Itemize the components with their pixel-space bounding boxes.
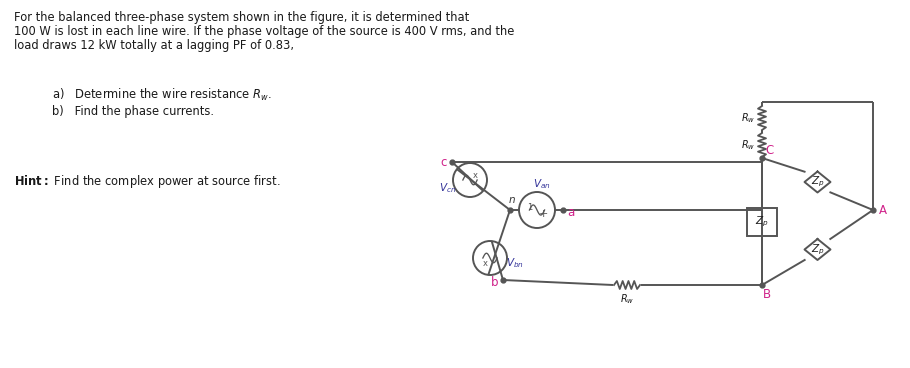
Text: $V_{bn}$: $V_{bn}$	[506, 256, 524, 270]
Text: 100 W is lost in each line wire. If the phase voltage of the source is 400 V rms: 100 W is lost in each line wire. If the …	[14, 25, 514, 38]
Text: $Z_p$: $Z_p$	[811, 175, 824, 189]
Text: $R_w$: $R_w$	[741, 111, 755, 125]
Text: A: A	[879, 204, 887, 216]
Text: $R_w$: $R_w$	[741, 138, 755, 152]
Text: 1: 1	[528, 204, 532, 212]
Text: n: n	[509, 195, 515, 205]
Text: $V_{cn}$: $V_{cn}$	[440, 181, 457, 195]
Text: b)   Find the phase currents.: b) Find the phase currents.	[52, 105, 214, 118]
Text: $Z_p$: $Z_p$	[811, 242, 824, 257]
Text: x: x	[482, 258, 488, 268]
Text: $\mathbf{Hint:}$ Find the complex power at source first.: $\mathbf{Hint:}$ Find the complex power …	[14, 173, 280, 190]
Text: b: b	[491, 276, 499, 289]
Text: For the balanced three-phase system shown in the figure, it is determined that: For the balanced three-phase system show…	[14, 11, 470, 24]
Text: C: C	[766, 145, 774, 158]
Text: a)   Determine the wire resistance $R_w$.: a) Determine the wire resistance $R_w$.	[52, 87, 272, 103]
Text: load draws 12 kW totally at a lagging PF of 0.83,: load draws 12 kW totally at a lagging PF…	[14, 39, 294, 52]
Text: +: +	[539, 209, 548, 219]
Text: c: c	[440, 156, 447, 169]
Text: $V_{an}$: $V_{an}$	[533, 177, 551, 191]
Text: a: a	[567, 205, 574, 219]
Text: $Z_p$: $Z_p$	[755, 214, 769, 229]
Bar	[747, 208, 777, 236]
Text: x: x	[472, 170, 478, 180]
Text: B: B	[763, 289, 771, 301]
Text: $R_w$: $R_w$	[620, 292, 634, 306]
